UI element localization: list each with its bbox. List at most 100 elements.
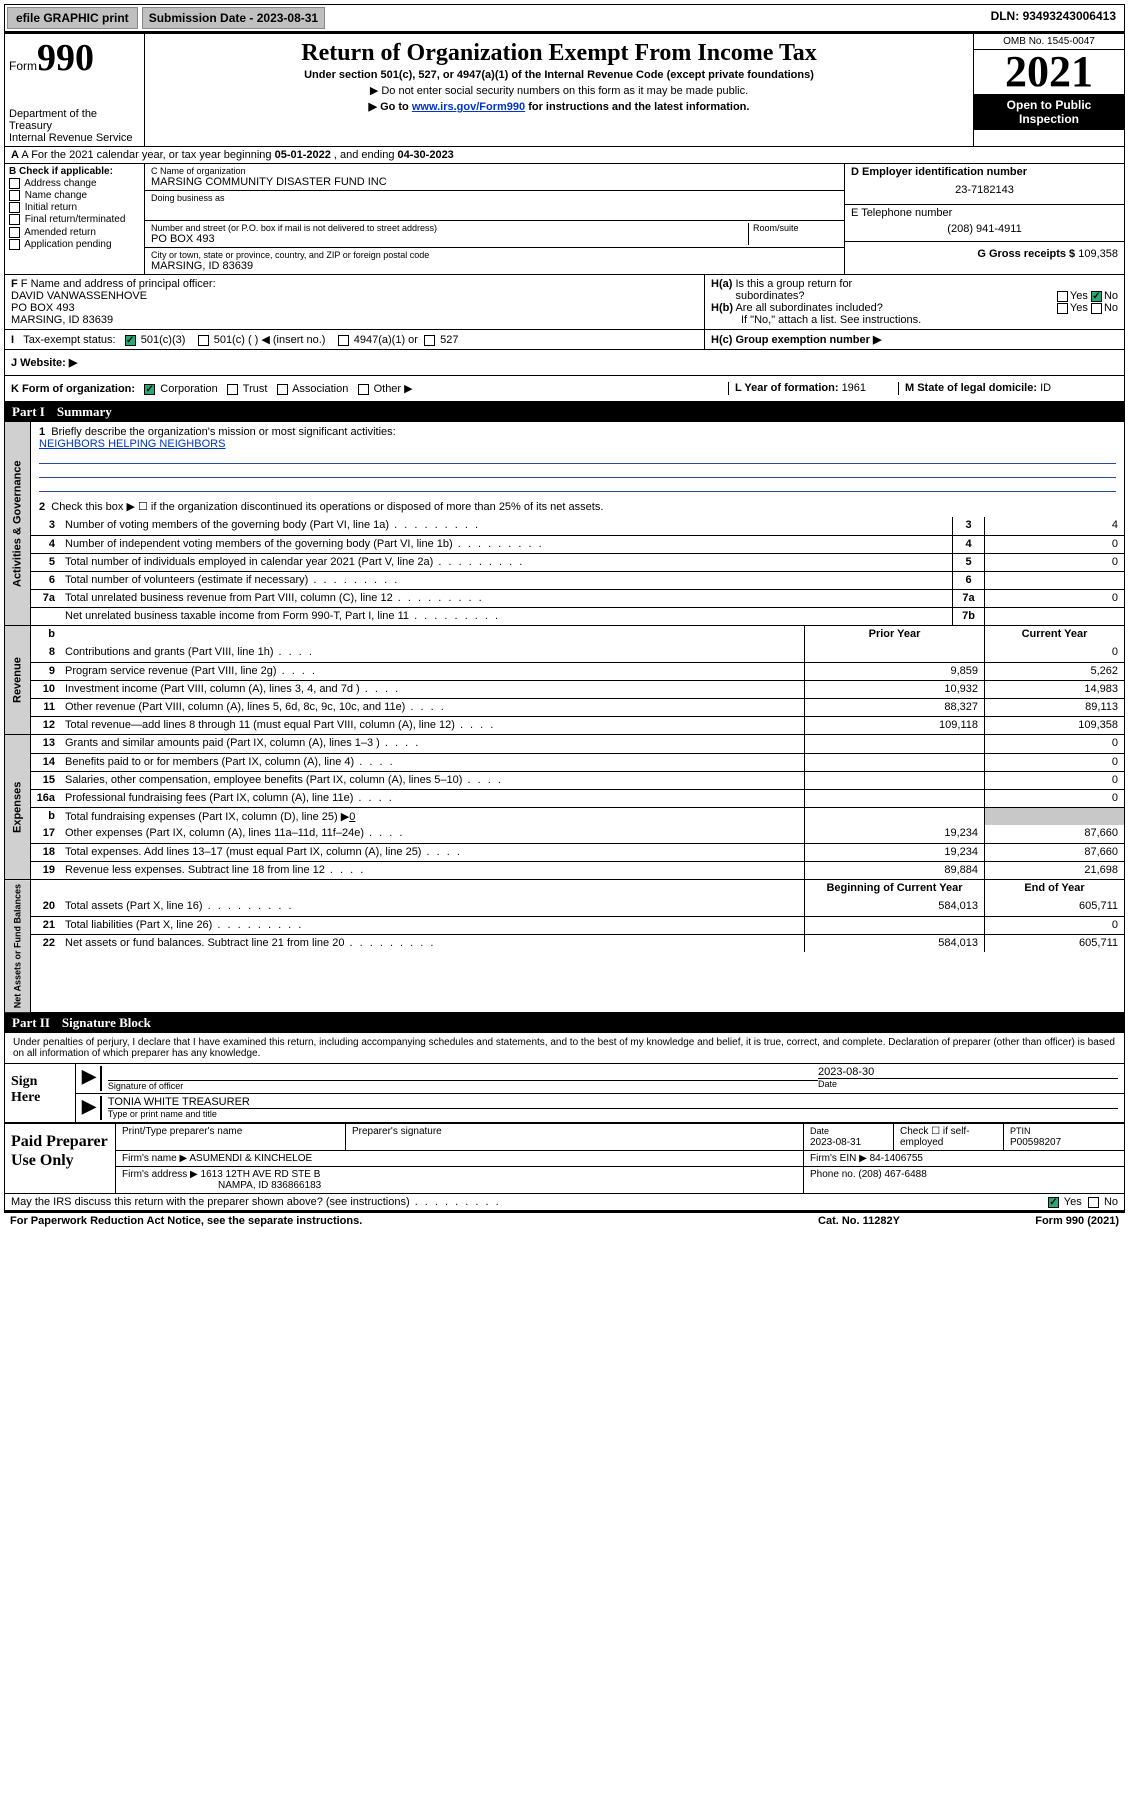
- net-curr-hdr: End of Year: [984, 880, 1124, 898]
- line-prior: [804, 644, 984, 662]
- form-number: 990: [37, 37, 94, 79]
- self-employed-chk: Check ☐ if self-employed: [894, 1124, 1004, 1150]
- ha-no[interactable]: [1091, 291, 1102, 302]
- line-text: Number of voting members of the governin…: [61, 517, 952, 535]
- gross-value: 109,358: [1078, 248, 1118, 260]
- line-current: 87,660: [984, 844, 1124, 861]
- chk-name-change[interactable]: [9, 190, 20, 201]
- year-formation: 1961: [842, 382, 866, 394]
- line-text: Salaries, other compensation, employee b…: [61, 772, 804, 789]
- summary-net-assets: Net Assets or Fund Balances Beginning of…: [4, 880, 1125, 1013]
- form-id-block: Form990 Department of the Treasury Inter…: [5, 34, 145, 146]
- chk-4947[interactable]: [338, 335, 349, 346]
- officer-name-title: TONIA WHITE TREASURER: [108, 1096, 1118, 1108]
- line-text: Total revenue—add lines 8 through 11 (mu…: [61, 717, 804, 734]
- lbl-app-pending: Application pending: [24, 239, 111, 250]
- chk-association[interactable]: [277, 384, 288, 395]
- line-b-num: b: [31, 808, 61, 825]
- sig-arrow-icon-2: ▶: [82, 1096, 100, 1120]
- form-label: Form: [9, 59, 37, 73]
- street-label: Number and street (or P.O. box if mail i…: [151, 223, 748, 233]
- chk-trust[interactable]: [227, 384, 238, 395]
- hb-yes[interactable]: [1057, 303, 1068, 314]
- line-b-prior: [804, 808, 984, 825]
- footer-bottom: For Paperwork Reduction Act Notice, see …: [4, 1211, 1125, 1229]
- section-k-l-m: K Form of organization: Corporation Trus…: [5, 375, 1124, 401]
- officer-label: F Name and address of principal officer:: [21, 278, 216, 290]
- chk-final-return[interactable]: [9, 214, 20, 225]
- line-prior: 109,118: [804, 717, 984, 734]
- mission-text[interactable]: NEIGHBORS HELPING NEIGHBORS: [39, 438, 225, 450]
- line-prior: 584,013: [804, 898, 984, 916]
- dln-label: DLN:: [991, 9, 1023, 23]
- gross-label: G Gross receipts $: [977, 248, 1078, 260]
- line-prior: 19,234: [804, 825, 984, 843]
- discuss-no[interactable]: [1088, 1197, 1099, 1208]
- summary-governance: Activities & Governance 1 Briefly descri…: [4, 422, 1125, 626]
- chk-initial-return[interactable]: [9, 202, 20, 213]
- line-num: 10: [31, 681, 61, 698]
- efile-print-button[interactable]: efile GRAPHIC print: [7, 7, 138, 29]
- line-num: 15: [31, 772, 61, 789]
- line-value: [984, 572, 1124, 589]
- lbl-amended: Amended return: [24, 227, 96, 238]
- discuss-row: May the IRS discuss this return with the…: [5, 1193, 1124, 1210]
- line-prior: [804, 790, 984, 807]
- line-text: Net assets or fund balances. Subtract li…: [61, 935, 804, 952]
- ptin-value: P00598207: [1010, 1137, 1061, 1148]
- chk-address-change[interactable]: [9, 178, 20, 189]
- form-footer: Form 990 (2021): [959, 1215, 1119, 1227]
- officer-name: DAVID VANWASSENHOVE: [11, 290, 698, 302]
- line-text: Other revenue (Part VIII, column (A), li…: [61, 699, 804, 716]
- current-year-hdr: Current Year: [984, 626, 1124, 644]
- goto-pre: ▶ Go to: [369, 101, 412, 113]
- line-prior: [804, 735, 984, 753]
- part1-header: Part I Summary: [4, 402, 1125, 422]
- line-prior: 88,327: [804, 699, 984, 716]
- line-current: 0: [984, 772, 1124, 789]
- summary-expenses: Expenses 13 Grants and similar amounts p…: [4, 735, 1125, 880]
- dba-label: Doing business as: [151, 193, 838, 203]
- section-c-name-address: C Name of organization MARSING COMMUNITY…: [145, 164, 844, 274]
- line-code: 5: [952, 554, 984, 571]
- line-current: 0: [984, 917, 1124, 934]
- ssn-note: ▶ Do not enter social security numbers o…: [153, 84, 965, 97]
- firm-addr1: 1613 12TH AVE RD STE B: [201, 1169, 321, 1180]
- line-text: Number of independent voting members of …: [61, 536, 952, 553]
- entity-info-block: A A For the 2021 calendar year, or tax y…: [4, 147, 1125, 402]
- submission-date-value: 2023-08-31: [257, 11, 318, 25]
- line-code: 6: [952, 572, 984, 589]
- line-text: Total expenses. Add lines 13–17 (must eq…: [61, 844, 804, 861]
- line-text: Investment income (Part VIII, column (A)…: [61, 681, 804, 698]
- part1-label: Part I: [12, 404, 45, 420]
- line-prior: [804, 917, 984, 934]
- line-text: Contributions and grants (Part VIII, lin…: [61, 644, 804, 662]
- line-current: 0: [984, 735, 1124, 753]
- line-num: 18: [31, 844, 61, 861]
- discuss-yes[interactable]: [1048, 1197, 1059, 1208]
- chk-amended[interactable]: [9, 227, 20, 238]
- chk-501c[interactable]: [198, 335, 209, 346]
- line-text: Revenue less expenses. Subtract line 18 …: [61, 862, 804, 879]
- chk-other[interactable]: [358, 384, 369, 395]
- sig-date-value: 2023-08-30: [818, 1066, 1118, 1078]
- firm-name: ASUMENDI & KINCHELOE: [189, 1153, 312, 1164]
- line-text: Program service revenue (Part VIII, line…: [61, 663, 804, 680]
- form990-link[interactable]: www.irs.gov/Form990: [412, 101, 525, 113]
- hb-no[interactable]: [1091, 303, 1102, 314]
- chk-app-pending[interactable]: [9, 239, 20, 250]
- section-f-officer: F F Name and address of principal office…: [5, 275, 704, 329]
- line-num: 5: [31, 554, 61, 571]
- part2-header: Part II Signature Block: [4, 1013, 1125, 1033]
- chk-corporation[interactable]: [144, 384, 155, 395]
- paperwork-notice: For Paperwork Reduction Act Notice, see …: [10, 1215, 759, 1227]
- org-name: MARSING COMMUNITY DISASTER FUND INC: [151, 176, 838, 188]
- ha-yes[interactable]: [1057, 291, 1068, 302]
- line-value: 0: [984, 554, 1124, 571]
- open-to-public: Open to Public Inspection: [974, 94, 1124, 130]
- line-a-mid: , and ending: [331, 149, 398, 161]
- chk-501c3[interactable]: [125, 335, 136, 346]
- chk-527[interactable]: [424, 335, 435, 346]
- line-num: 21: [31, 917, 61, 934]
- line-num: 19: [31, 862, 61, 879]
